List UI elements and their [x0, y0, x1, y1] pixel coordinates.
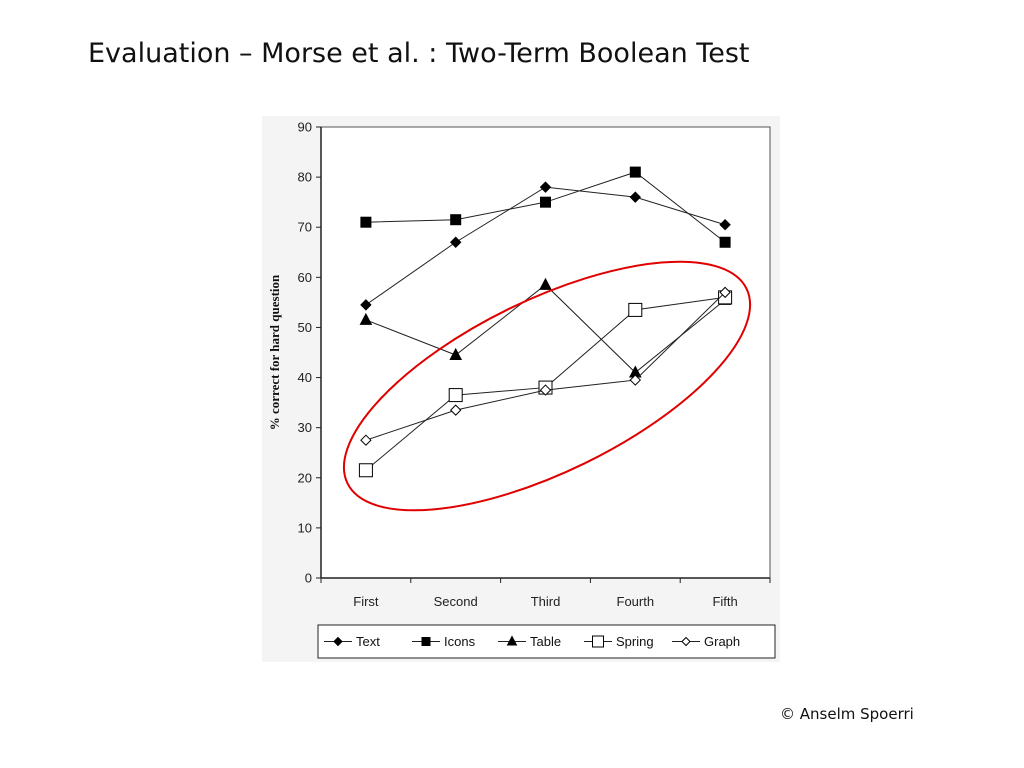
legend-label: Icons	[444, 634, 476, 649]
data-point	[333, 636, 343, 647]
data-point	[358, 463, 373, 478]
x-tick-label: Fourth	[617, 594, 655, 609]
data-point	[359, 312, 373, 325]
y-tick-label: 30	[298, 420, 312, 435]
data-point	[681, 636, 691, 647]
data-point	[421, 637, 431, 646]
copyright-footer: © Anselm Spoerri	[780, 705, 914, 723]
data-point	[592, 635, 604, 648]
legend-label: Table	[530, 634, 561, 649]
data-point	[360, 216, 372, 228]
y-tick-label: 40	[298, 370, 312, 385]
y-tick-label: 80	[298, 170, 312, 185]
legend-label: Graph	[704, 634, 740, 649]
line-chart: 0 10 20 30 40 50 60 70 80 90 First Second Third Four…	[267, 120, 776, 659]
x-tick-label: First	[353, 594, 379, 609]
legend-label: Spring	[616, 634, 654, 649]
data-point	[629, 166, 641, 178]
data-point	[450, 214, 462, 226]
data-point	[719, 219, 731, 231]
data-point	[449, 236, 462, 248]
data-point	[360, 299, 372, 311]
y-tick-label: 90	[298, 120, 312, 135]
y-tick-label: 70	[298, 220, 312, 235]
legend-entry-text: Text	[324, 634, 380, 649]
data-point	[628, 302, 643, 317]
series-graph	[360, 286, 731, 446]
y-axis-title: % correct for hard question	[267, 274, 282, 430]
x-axis-ticks: First Second Third Fourth Fifth	[320, 578, 771, 609]
series-table	[359, 277, 732, 378]
data-point	[449, 347, 463, 361]
data-point	[506, 635, 518, 646]
legend-entry-graph: Graph	[672, 634, 740, 649]
data-point	[449, 404, 462, 416]
series-text	[360, 181, 731, 311]
chart-axes	[320, 126, 771, 579]
x-tick-label: Second	[434, 594, 478, 609]
data-point	[719, 236, 731, 248]
x-tick-label: Third	[531, 594, 561, 609]
data-point	[539, 384, 552, 396]
legend-label: Text	[356, 634, 380, 649]
series-icons	[360, 166, 731, 248]
y-tick-label: 50	[298, 320, 312, 335]
data-point	[540, 196, 551, 208]
legend-entry-table: Table	[498, 634, 561, 649]
plot-area	[320, 126, 771, 579]
highlight-ellipse-shape	[342, 260, 752, 512]
y-tick-label: 20	[298, 470, 312, 485]
data-point	[629, 374, 642, 386]
data-point	[719, 286, 731, 299]
chart-legend: Text Icons Table Spring Graph	[317, 624, 776, 659]
y-tick-label: 60	[298, 270, 312, 285]
x-tick-label: Fifth	[712, 594, 737, 609]
chart-panel: 0 10 20 30 40 50 60 70 80 90 First Second Third Four…	[262, 116, 780, 662]
y-axis-ticks: 0 10 20 30 40 50 60 70 80 90	[298, 120, 321, 586]
legend-entry-icons: Icons	[412, 634, 476, 649]
y-tick-label: 10	[298, 520, 312, 535]
y-tick-label: 0	[305, 571, 312, 586]
slide-title: Evaluation – Morse et al. : Two-Term Boo…	[88, 38, 750, 69]
legend-entry-spring: Spring	[584, 634, 654, 649]
chart-series	[358, 166, 733, 478]
data-point	[448, 388, 463, 403]
data-point	[629, 191, 642, 203]
highlight-ellipse	[342, 260, 752, 512]
data-point	[360, 434, 372, 446]
data-point	[539, 277, 552, 290]
data-point	[539, 181, 552, 193]
